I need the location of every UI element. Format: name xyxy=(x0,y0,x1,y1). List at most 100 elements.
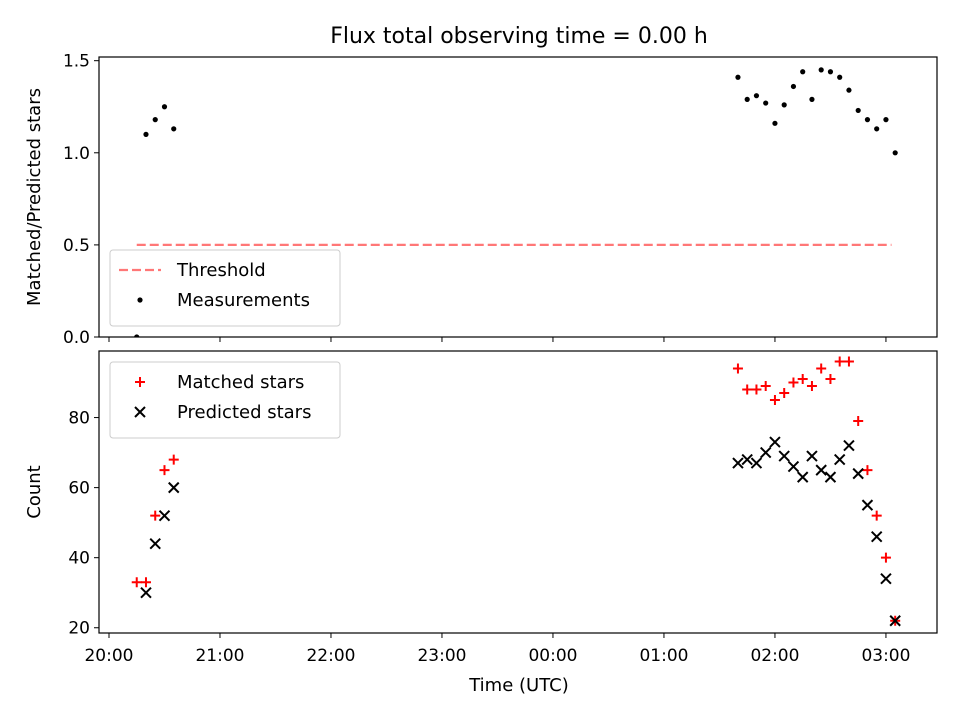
matched-star-point xyxy=(135,377,145,387)
predicted-star-point xyxy=(168,481,180,494)
matched-star-point xyxy=(769,395,780,406)
measurement-point xyxy=(772,120,778,126)
y-tick-label: 60 xyxy=(68,479,90,499)
plot-area xyxy=(134,67,898,337)
measurement-point xyxy=(137,297,143,303)
count-panel: 20 40 60 80 20:00 21:00 22:00 23:00 00:00 01:00 02… xyxy=(24,350,938,666)
measurement-point xyxy=(818,67,824,73)
predicted-star-point xyxy=(796,471,809,483)
measurement-point xyxy=(744,96,750,102)
y-axis-label: Matched/Predicted stars xyxy=(24,88,45,306)
predicted-star-point xyxy=(149,537,161,550)
y-tick-label: 0.5 xyxy=(63,236,90,256)
measurement-point xyxy=(827,69,834,75)
predicted-star-point xyxy=(806,450,818,462)
predicted-star-point xyxy=(843,439,855,452)
matched-star-point xyxy=(834,356,845,367)
measurement-point xyxy=(735,74,741,80)
predicted-star-point xyxy=(787,460,800,473)
matched-star-point xyxy=(806,381,817,392)
x-tick-label: 03:00 xyxy=(861,646,910,666)
legend-label: Predicted stars xyxy=(177,402,311,423)
axes-frame xyxy=(98,56,938,338)
plot-area xyxy=(131,356,901,627)
predicted-star-point xyxy=(861,499,874,511)
predicted-star-point xyxy=(824,471,837,483)
matched-star-point xyxy=(797,374,808,385)
chart-title: Flux total observing time = 0.00 h xyxy=(330,24,708,49)
predicted-star-point xyxy=(778,450,790,462)
measurement-point xyxy=(892,150,898,156)
matched-star-point xyxy=(779,388,790,399)
measurement-point xyxy=(864,117,871,123)
measurement-point xyxy=(837,74,843,80)
matched-star-point xyxy=(131,577,142,588)
axes-frame xyxy=(98,350,938,634)
predicted-star-point xyxy=(741,453,753,466)
x-tick-label: 22:00 xyxy=(306,646,355,666)
predicted-star-point xyxy=(732,457,744,469)
matched-star-point xyxy=(880,552,891,563)
legend-label: Matched stars xyxy=(177,372,304,393)
matched-star-point xyxy=(150,510,161,521)
y-tick-label: 20 xyxy=(68,619,90,639)
matched-star-point xyxy=(788,377,799,388)
legend-box xyxy=(109,361,341,439)
matched-star-point xyxy=(843,356,854,367)
matched-star-point xyxy=(760,381,771,392)
y-tick-label: 1.0 xyxy=(63,144,90,164)
measurement-point xyxy=(800,69,806,75)
measurement-point xyxy=(763,100,769,106)
predicted-star-point xyxy=(134,406,146,418)
x-tick-label: 01:00 xyxy=(639,646,688,666)
x-tick-label: 23:00 xyxy=(417,646,466,666)
measurement-point xyxy=(883,117,889,123)
x-tick-label: 21:00 xyxy=(195,646,244,666)
legend: Threshold Measurements xyxy=(109,249,341,327)
measurement-point xyxy=(855,107,861,114)
predicted-star-point xyxy=(815,464,827,476)
matched-star-point xyxy=(751,384,762,395)
predicted-star-point xyxy=(759,446,772,459)
measurement-point xyxy=(152,117,158,123)
y-tick-label: 80 xyxy=(68,409,90,429)
measurement-point xyxy=(143,131,149,137)
x-tick-label: 20:00 xyxy=(84,646,133,666)
y-tick-label: 1.5 xyxy=(63,52,90,72)
flux-panel: 0.0 0.5 1.0 1.5 Matched/Predicted stars Thres… xyxy=(24,52,938,348)
predicted-star-point xyxy=(750,457,763,469)
predicted-star-point xyxy=(870,530,883,543)
measurement-point xyxy=(161,104,168,110)
y-axis-label: Count xyxy=(24,465,45,518)
predicted-star-point xyxy=(158,509,171,522)
predicted-star-point xyxy=(880,572,892,585)
legend-label: Threshold xyxy=(176,260,266,281)
predicted-star-point xyxy=(852,467,864,480)
measurement-point xyxy=(790,83,797,90)
x-tick-label: 00:00 xyxy=(528,646,577,666)
predicted-star-point xyxy=(769,436,781,448)
predicted-star-point xyxy=(140,587,152,599)
matched-star-point xyxy=(168,454,179,465)
measurement-point xyxy=(171,126,177,132)
x-axis-label: Time (UTC) xyxy=(468,675,569,696)
predicted-star-point xyxy=(833,453,846,466)
predicted-star-point xyxy=(889,615,901,627)
matched-star-point xyxy=(862,465,873,476)
legend-label: Measurements xyxy=(177,290,310,311)
measurement-point xyxy=(134,334,140,337)
measurement-point xyxy=(781,102,787,108)
matched-star-point xyxy=(159,465,170,476)
measurement-point xyxy=(809,96,815,102)
legend: Matched stars Predicted stars xyxy=(109,361,341,439)
matched-star-point xyxy=(816,363,827,374)
matched-star-point xyxy=(825,374,836,385)
matched-star-point xyxy=(732,363,743,374)
matched-star-point xyxy=(140,577,151,588)
measurement-point xyxy=(846,87,852,93)
legend-box xyxy=(109,249,341,327)
matched-star-point xyxy=(853,416,864,427)
matched-star-point xyxy=(871,510,882,521)
y-tick-label: 40 xyxy=(68,549,90,569)
